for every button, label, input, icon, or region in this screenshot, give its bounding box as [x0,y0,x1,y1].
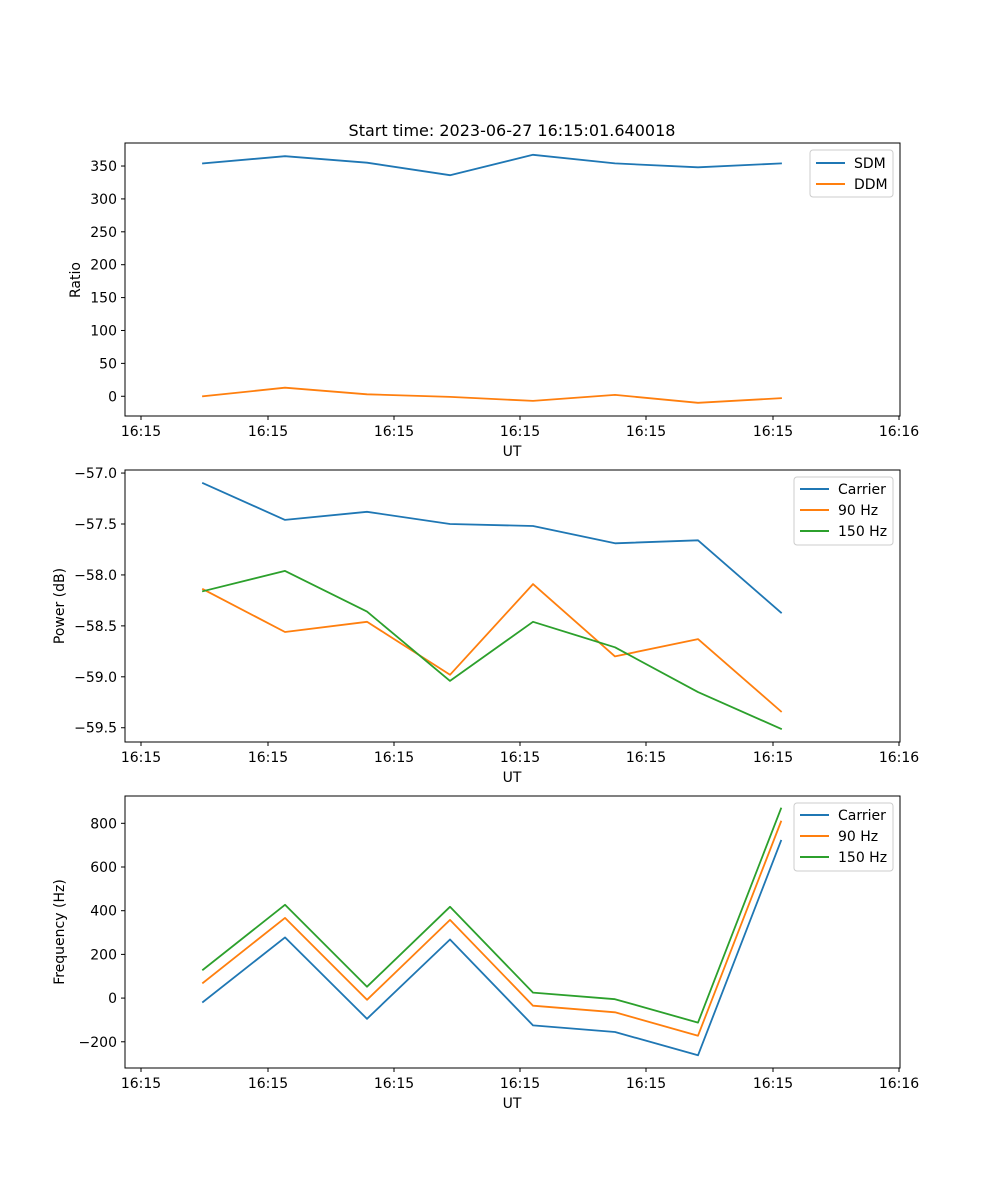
ratio-x-tick-label: 16:15 [500,424,540,440]
power-y-tick-label: −58.5 [74,619,117,635]
power-series-line-90-hz [201,583,783,713]
power-y-tick-label: −59.5 [74,721,117,737]
power-x-ticks: 16:15 16:15 16:15 16:15 16:15 16:15 16:16 [121,742,919,766]
power-plot-marks [201,482,783,730]
frequency-plot-frame [124,795,901,1069]
ratio-y-tick-label: 50 [99,356,117,372]
frequency-x-tick-label: 16:15 [121,1076,161,1092]
power-x-axis-label: UT [503,770,522,786]
ratio-y-ticks: 0 50 100 150 200 250 300 350 [90,159,125,405]
frequency-y-tick-label: −200 [79,1035,117,1051]
power-legend: Carrier 90 Hz 150 Hz [793,476,894,546]
frequency-x-tick-label: 16:15 [626,1076,666,1092]
frequency-x-tick-label: 16:15 [248,1076,288,1092]
ratio-x-tick-label: 16:15 [374,424,414,440]
legend-label-90hz: 90 Hz [838,829,878,845]
power-series-line-150-hz [201,570,783,730]
power-x-tick-label: 16:15 [121,750,161,766]
power-y-axis-label: Power (dB) [52,568,68,644]
frequency-y-ticks: −200 0 200 400 600 800 [79,816,125,1051]
ratio-y-tick-label: 250 [90,225,117,241]
power-x-tick-label: 16:15 [626,750,666,766]
frequency-y-tick-label: 200 [90,947,117,963]
legend-label-sdm: SDM [854,156,886,172]
power-series-line-carrier [201,482,783,614]
ratio-x-tick-label: 16:16 [879,424,919,440]
frequency-y-tick-label: 400 [90,904,117,920]
power-x-tick-label: 16:15 [500,750,540,766]
legend-label-90hz: 90 Hz [838,503,878,519]
frequency-legend: Carrier 90 Hz 150 Hz [793,802,894,872]
frequency-y-tick-label: 800 [90,816,117,832]
frequency-series-line-carrier [201,839,783,1057]
frequency-series-line-90-hz [201,820,783,1037]
frequency-x-tick-label: 16:15 [753,1076,793,1092]
power-plot-frame [124,469,901,743]
frequency-y-tick-label: 0 [108,991,117,1007]
frequency-y-axis-label: Frequency (Hz) [52,879,68,985]
ratio-panel: Start time: 2023-06-27 16:15:01.640018 1… [68,121,919,460]
ratio-plot-marks [202,153,782,404]
legend-label-carrier: Carrier [838,808,886,824]
ratio-y-tick-label: 150 [90,291,117,307]
frequency-x-tick-label: 16:15 [374,1076,414,1092]
chart-title: Start time: 2023-06-27 16:15:01.640018 [349,121,676,140]
legend-label-150hz: 150 Hz [838,850,887,866]
frequency-panel: 16:15 16:15 16:15 16:15 16:15 16:15 16:16 −200… [52,795,919,1112]
frequency-x-tick-label: 16:16 [879,1076,919,1092]
ratio-x-tick-label: 16:15 [626,424,666,440]
power-y-ticks: −59.5 −59.0 −58.5 −58.0 −57.5 −57.0 [74,466,125,737]
ratio-legend-box [809,149,894,198]
frequency-x-tick-label: 16:15 [500,1076,540,1092]
power-y-tick-label: −57.0 [74,466,117,482]
frequency-series-line-150-hz [201,807,783,1024]
power-y-tick-label: −58.0 [74,568,117,584]
ratio-x-tick-label: 16:15 [753,424,793,440]
ratio-legend: SDM DDM [809,149,894,198]
ratio-y-tick-label: 0 [108,389,117,405]
frequency-plot-marks [201,807,783,1057]
ratio-y-axis-label: Ratio [68,262,84,298]
ratio-x-axis-label: UT [503,444,522,460]
power-x-tick-label: 16:15 [248,750,288,766]
ratio-y-tick-label: 200 [90,258,117,274]
frequency-x-ticks: 16:15 16:15 16:15 16:15 16:15 16:15 16:16 [121,1068,919,1092]
ratio-x-tick-label: 16:15 [248,424,288,440]
power-y-tick-label: −57.5 [74,517,117,533]
frequency-legend-box [793,802,894,872]
power-x-tick-label: 16:16 [879,750,919,766]
ratio-y-tick-label: 350 [90,159,117,175]
power-legend-box [793,476,894,546]
frequency-x-axis-label: UT [503,1096,522,1112]
ratio-series-line-sdm [202,153,782,177]
legend-label-ddm: DDM [854,177,888,193]
ratio-plot-frame [124,142,901,417]
power-x-tick-label: 16:15 [753,750,793,766]
power-panel: 16:15 16:15 16:15 16:15 16:15 16:15 16:16 −59.… [52,466,919,786]
ratio-series-line-ddm [202,386,782,404]
frequency-y-tick-label: 600 [90,860,117,876]
ratio-y-tick-label: 100 [90,323,117,339]
legend-label-carrier: Carrier [838,482,886,498]
power-x-tick-label: 16:15 [374,750,414,766]
legend-label-150hz: 150 Hz [838,524,887,540]
ratio-x-ticks: 16:15 16:15 16:15 16:15 16:15 16:15 16:16 [121,416,919,440]
ratio-x-tick-label: 16:15 [121,424,161,440]
ratio-y-tick-label: 300 [90,192,117,208]
power-y-tick-label: −59.0 [74,670,117,686]
